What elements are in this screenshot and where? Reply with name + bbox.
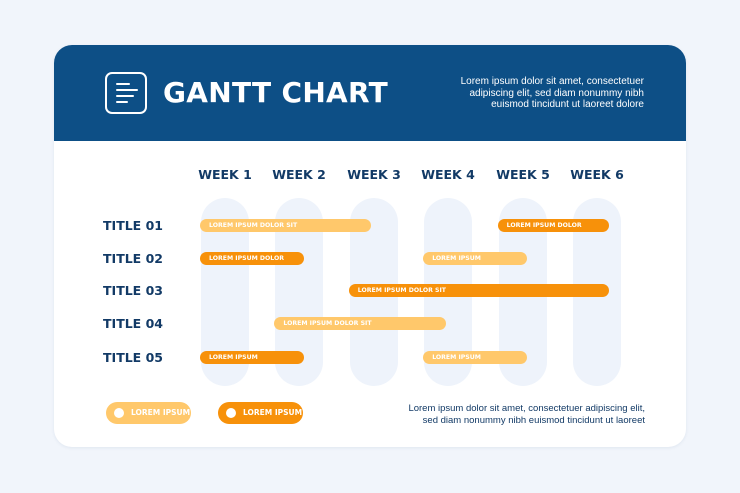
legend-dot — [114, 408, 124, 418]
gantt-bar-row1-2: LOREM IPSUM DOLOR — [497, 219, 610, 232]
week-label-5: WEEK 5 — [496, 167, 550, 182]
week-label-1: WEEK 1 — [198, 167, 252, 182]
gantt-bar-row1-1: LOREM IPSUM DOLOR SIT — [200, 219, 372, 232]
gantt-bar-row5-1: LOREM IPSUM — [200, 351, 305, 364]
header-description: Lorem ipsum dolor sit amet, consectetuer… — [404, 76, 644, 111]
week-label-6: WEEK 6 — [570, 167, 624, 182]
row-label-5: TITLE 05 — [103, 350, 163, 365]
gantt-bar-row2-1: LOREM IPSUM DOLOR — [200, 252, 305, 265]
legend-item-dark: LOREM IPSUM — [218, 402, 303, 424]
legend-label: LOREM IPSUM — [131, 408, 191, 417]
footer-description-line: Lorem ipsum dolor sit amet, consectetuer… — [408, 403, 645, 414]
footer-description-line: sed diam nonummy nibh euismod tincidunt … — [422, 414, 645, 426]
legend-dot — [226, 408, 236, 418]
legend-label: LOREM IPSUM — [243, 408, 303, 417]
row-label-1: TITLE 01 — [103, 218, 163, 233]
header-description-line: euismod tincidunt ut laoreet dolore — [491, 99, 644, 110]
week-label-4: WEEK 4 — [421, 167, 475, 182]
gantt-card: GANTT CHART Lorem ipsum dolor sit amet, … — [54, 45, 686, 447]
header-description-line: adipiscing elit, sed diam nonummy nibh — [469, 87, 644, 99]
week-label-2: WEEK 2 — [272, 167, 326, 182]
gantt-bar-row3-1: LOREM IPSUM DOLOR SIT — [348, 284, 610, 297]
row-label-2: TITLE 02 — [103, 251, 163, 266]
page-title: GANTT CHART — [163, 76, 389, 109]
document-lines-icon — [105, 72, 147, 114]
week-label-3: WEEK 3 — [347, 167, 401, 182]
header-banner: GANTT CHART Lorem ipsum dolor sit amet, … — [54, 45, 686, 141]
row-label-3: TITLE 03 — [103, 283, 163, 298]
footer-description: Lorem ipsum dolor sit amet, consectetuer… — [355, 403, 645, 426]
legend-item-light: LOREM IPSUM — [106, 402, 191, 424]
gantt-bar-row5-2: LOREM IPSUM — [423, 351, 528, 364]
gantt-bar-row2-2: LOREM IPSUM — [423, 252, 528, 265]
header-description-line: Lorem ipsum dolor sit amet, consectetuer — [460, 76, 644, 87]
row-label-4: TITLE 04 — [103, 316, 163, 331]
gantt-bar-row4-1: LOREM IPSUM DOLOR SIT — [274, 317, 446, 330]
